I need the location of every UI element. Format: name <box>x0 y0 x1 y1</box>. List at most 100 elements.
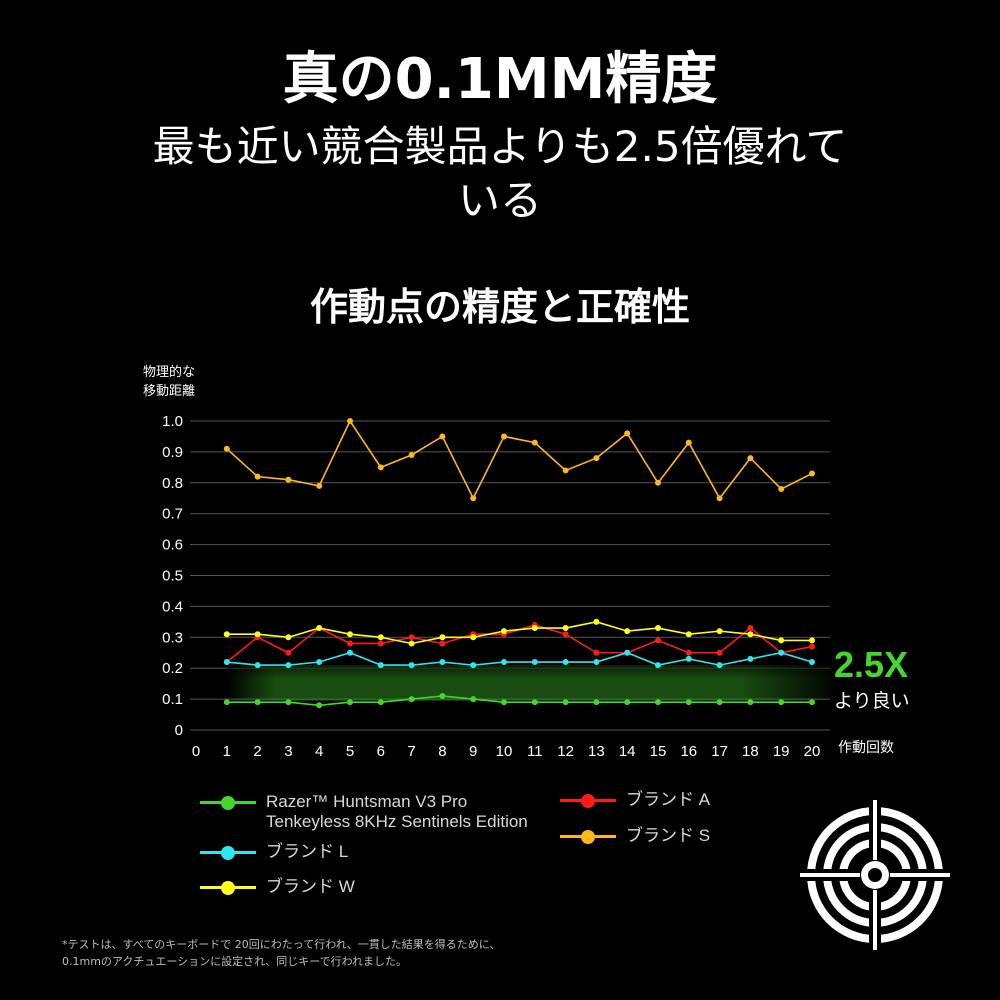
data-point-brand-l <box>347 649 353 656</box>
data-point-brand-w <box>439 634 446 641</box>
data-point-brand-l <box>655 662 661 669</box>
legend-swatch-razer <box>200 796 256 810</box>
data-point-brand-s <box>531 439 538 446</box>
data-point-brand-w <box>316 625 323 632</box>
y-tick-label: 0.2 <box>162 660 183 677</box>
data-point-brand-l <box>593 659 600 666</box>
x-tick-label: 5 <box>346 743 354 760</box>
x-tick-label: 1 <box>223 743 231 760</box>
data-point-brand-l <box>439 659 446 666</box>
data-point-brand-w <box>223 631 230 638</box>
data-point-brand-a <box>655 637 661 644</box>
data-point-brand-w <box>254 631 261 638</box>
data-point-brand-s <box>254 473 261 480</box>
data-point-brand-l <box>223 659 230 666</box>
page-subtitle: 最も近い競合製品よりも2.5倍優れている <box>152 122 848 225</box>
series-line-brand-a <box>226 624 813 663</box>
legend-item-brand-a: ブランド A <box>560 790 710 810</box>
data-point-brand-s <box>408 451 415 458</box>
y-tick-label: 0.9 <box>162 444 183 461</box>
data-point-razer <box>223 699 230 706</box>
data-point-brand-l <box>285 662 292 669</box>
data-point-brand-l <box>624 649 631 656</box>
data-point-brand-w <box>531 625 538 632</box>
x-tick-label: 11 <box>527 743 543 760</box>
data-point-razer <box>716 699 723 706</box>
data-point-brand-l <box>316 659 323 666</box>
data-point-brand-l <box>778 649 785 656</box>
data-point-brand-s <box>316 482 323 489</box>
y-tick-label: 0.6 <box>162 537 183 554</box>
data-point-brand-a <box>685 649 692 656</box>
series-line-brand-s <box>226 419 813 501</box>
data-point-brand-w <box>408 640 415 647</box>
data-point-brand-l <box>716 662 723 669</box>
data-point-brand-a <box>562 631 569 638</box>
legend-label-brand-a: ブランド A <box>626 790 711 809</box>
y-tick-label: 0.4 <box>162 598 183 615</box>
data-point-razer <box>347 699 353 706</box>
data-point-brand-s <box>809 470 815 477</box>
data-point-brand-s <box>593 455 600 462</box>
data-point-brand-w <box>624 628 631 635</box>
data-point-brand-l <box>408 662 415 669</box>
data-point-brand-w <box>593 618 600 625</box>
data-point-brand-l <box>747 655 754 662</box>
series-line-brand-l <box>226 651 813 666</box>
x-tick-label: 16 <box>680 743 697 760</box>
y-tick-label: 0.3 <box>162 629 183 646</box>
data-point-brand-a <box>347 640 353 647</box>
x-tick-label: 20 <box>804 743 821 760</box>
data-point-brand-w <box>655 625 661 632</box>
x-tick-label: 6 <box>377 743 385 760</box>
x-tick-label: 19 <box>773 743 790 760</box>
data-point-brand-a <box>809 643 815 650</box>
legend-label-brand-w: ブランド W <box>266 877 355 896</box>
legend-swatch-brand-a <box>560 794 616 808</box>
data-point-brand-w <box>285 634 292 641</box>
data-point-razer <box>408 696 415 703</box>
series-line-razer <box>226 695 812 707</box>
data-point-brand-s <box>655 479 661 486</box>
annotation-value: 2.5X <box>834 644 909 685</box>
data-point-brand-s <box>347 418 353 424</box>
data-point-brand-a <box>285 649 292 656</box>
data-point-razer <box>316 702 323 709</box>
data-point-razer <box>254 699 261 706</box>
x-tick-label: 13 <box>588 743 605 760</box>
data-point-brand-a <box>408 634 415 641</box>
legend-item-razer: Razer™ Huntsman V3 Pro Tenkeyless 8KHz S… <box>200 792 528 832</box>
data-point-razer <box>747 699 754 706</box>
x-tick-label: 7 <box>407 743 415 760</box>
x-tick-label: 10 <box>496 743 513 760</box>
x-tick-label: 12 <box>557 743 574 760</box>
data-point-brand-l <box>470 662 477 669</box>
data-point-brand-l <box>562 659 569 666</box>
legend-swatch-brand-l <box>200 846 256 860</box>
y-tick-label: 0 <box>175 722 183 739</box>
x-tick-label: 18 <box>742 743 759 760</box>
x-axis-label: 作動回数 <box>838 740 894 756</box>
legend-swatch-brand-w <box>200 881 256 895</box>
annotation-text: より良い <box>834 690 910 712</box>
legend-item-brand-l: ブランド L <box>200 842 348 862</box>
chart-title: 作動点の精度と正確性 <box>309 285 690 329</box>
data-point-brand-l <box>377 662 384 669</box>
data-point-brand-l <box>809 659 815 666</box>
data-point-brand-a <box>439 640 446 647</box>
data-point-brand-w <box>747 631 754 638</box>
data-point-razer <box>655 699 661 706</box>
x-tick-label: 2 <box>253 743 261 760</box>
data-point-brand-w <box>809 637 815 644</box>
data-point-razer <box>624 699 631 706</box>
y-tick-label: 0.5 <box>162 568 183 585</box>
x-tick-label: 17 <box>711 743 728 760</box>
footnote: *テストは、すべてのキーボードで 20回にわたって行われ、一貫した結果を得るため… <box>62 938 501 968</box>
data-point-brand-s <box>562 467 569 474</box>
data-point-brand-s <box>778 485 785 492</box>
data-point-brand-s <box>685 439 692 446</box>
x-tick-label: 14 <box>619 743 636 760</box>
data-point-brand-s <box>223 445 230 452</box>
data-point-brand-s <box>747 455 754 462</box>
data-point-brand-l <box>685 655 692 662</box>
